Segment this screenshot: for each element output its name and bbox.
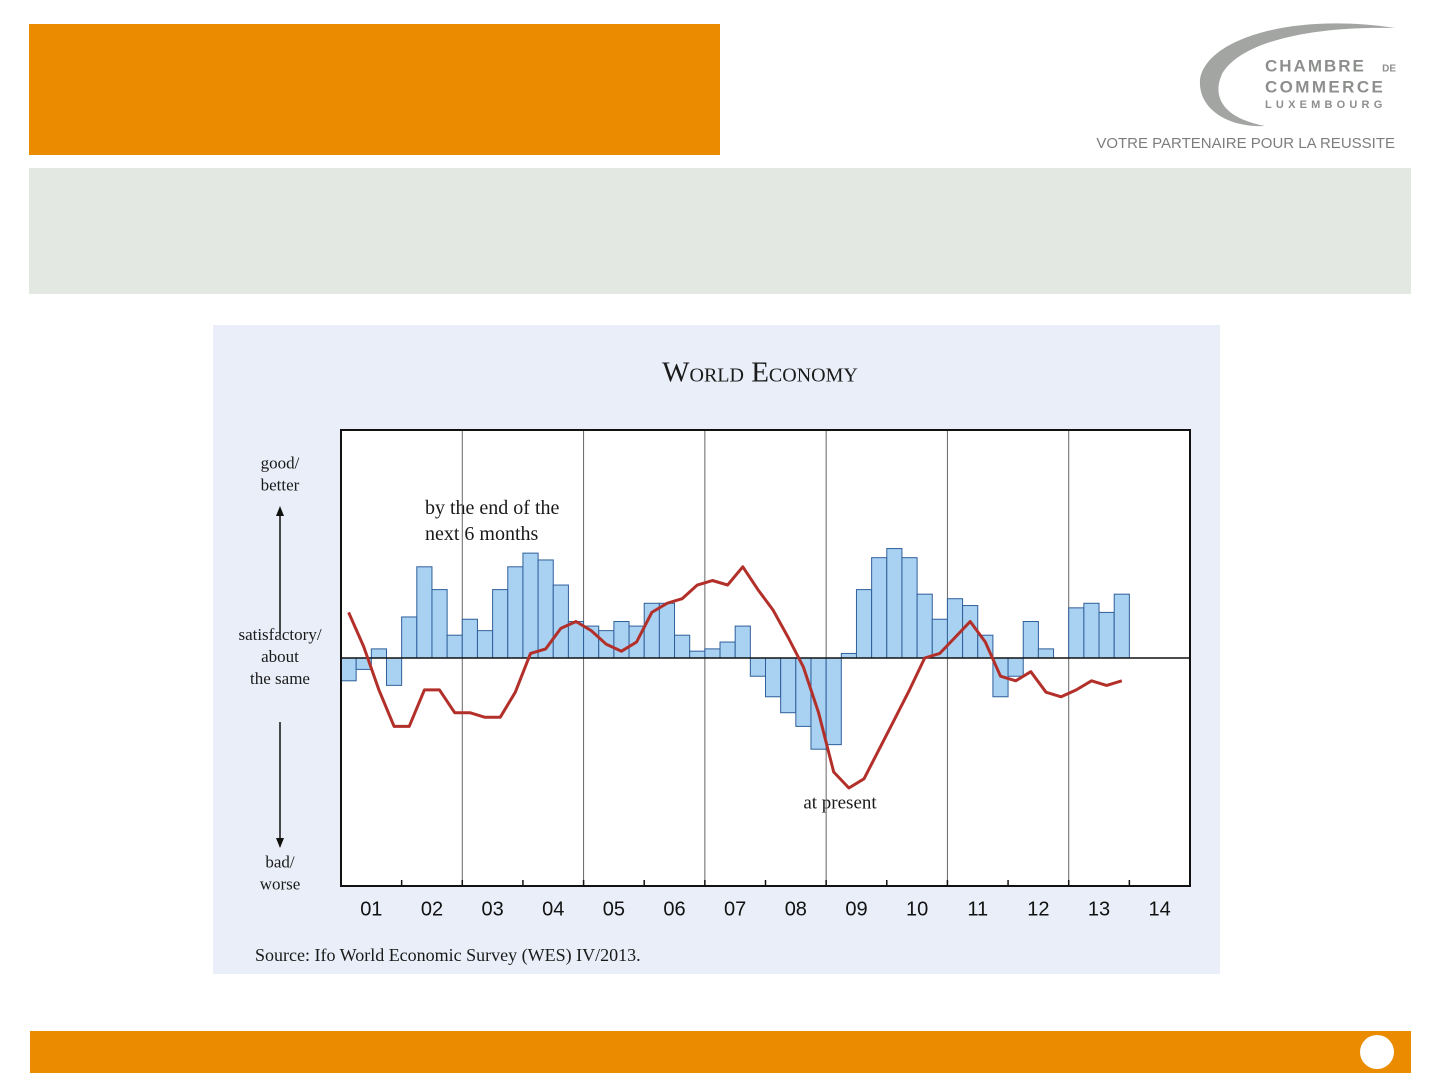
bar: [461, 618, 478, 659]
chart-title: World Economy: [662, 357, 858, 389]
bar: [340, 657, 357, 682]
line: [347, 565, 1123, 790]
bar: [886, 548, 903, 659]
bar: [946, 598, 964, 659]
logo-swoosh: [1199, 23, 1395, 127]
x-tick-label: 12: [1027, 898, 1049, 920]
bar: [901, 557, 918, 659]
bar: [825, 657, 842, 746]
bar: [401, 616, 418, 659]
y-tick-label: satisfactory/about the same: [238, 625, 321, 688]
page-marker: [1360, 1035, 1394, 1069]
bar: [916, 593, 933, 659]
subtitle-band: [29, 168, 1411, 294]
bar: [1083, 602, 1100, 659]
bar: [416, 566, 433, 659]
bar: [567, 621, 585, 659]
y-tick-label: bad/worse: [260, 852, 301, 893]
logo-tagline: VOTRE PARTENAIRE POUR LA REUSSITE: [1096, 135, 1395, 152]
bar: [1037, 648, 1055, 659]
x-tick-label: 04: [542, 898, 564, 920]
bar: [370, 648, 387, 659]
bar: [871, 557, 888, 659]
bar: [1068, 607, 1085, 659]
bar: [855, 589, 873, 659]
x-tick-label: 01: [360, 898, 382, 920]
arrow-head: [276, 506, 284, 516]
bar: [385, 657, 403, 686]
x-tick-label: 14: [1149, 898, 1171, 920]
bar: [765, 657, 782, 698]
bar: [522, 552, 539, 659]
series-annotation: at present: [803, 792, 877, 813]
bar: [492, 589, 509, 659]
x-tick-label: 11: [967, 898, 988, 920]
y-tick-label: good/better: [261, 453, 300, 494]
header-band: [29, 24, 720, 155]
bar: [719, 641, 736, 659]
x-tick-label: 10: [906, 898, 928, 920]
footer-band: [30, 1031, 1411, 1073]
bar: [734, 625, 751, 659]
bar: [689, 650, 706, 659]
bar: [476, 630, 494, 659]
x-tick-label: 03: [481, 898, 503, 920]
bar: [962, 605, 979, 659]
logo-name: COMMERCE: [1265, 77, 1385, 96]
x-tick-label: 08: [785, 898, 807, 920]
bar: [674, 634, 691, 659]
bar: [1022, 621, 1039, 659]
logo-name: CHAMBRE: [1265, 56, 1366, 75]
bar: [446, 634, 463, 659]
bar: [1113, 593, 1130, 659]
bar: [1007, 657, 1024, 677]
logo-name: DE: [1382, 64, 1396, 75]
x-tick-label: 13: [1088, 898, 1110, 920]
x-tick-label: 06: [663, 898, 685, 920]
series-annotation: by the end of the next 6 months: [425, 497, 560, 545]
bar: [507, 566, 524, 659]
bar: [431, 589, 448, 659]
bar: [704, 648, 721, 659]
chart-source: Source: Ifo World Economic Survey (WES) …: [255, 945, 641, 966]
arrow-head: [276, 838, 284, 848]
bar: [552, 584, 569, 659]
x-tick-label: 09: [845, 898, 867, 920]
bar: [749, 657, 767, 677]
bar: [1098, 611, 1115, 659]
x-tick-label: 07: [724, 898, 746, 920]
x-tick-label: 02: [421, 898, 443, 920]
plot-frame: [340, 429, 1191, 887]
logo-name: LUXEMBOURG: [1265, 99, 1386, 111]
bar: [780, 657, 797, 714]
x-tick-label: 05: [603, 898, 625, 920]
bar: [658, 602, 676, 659]
